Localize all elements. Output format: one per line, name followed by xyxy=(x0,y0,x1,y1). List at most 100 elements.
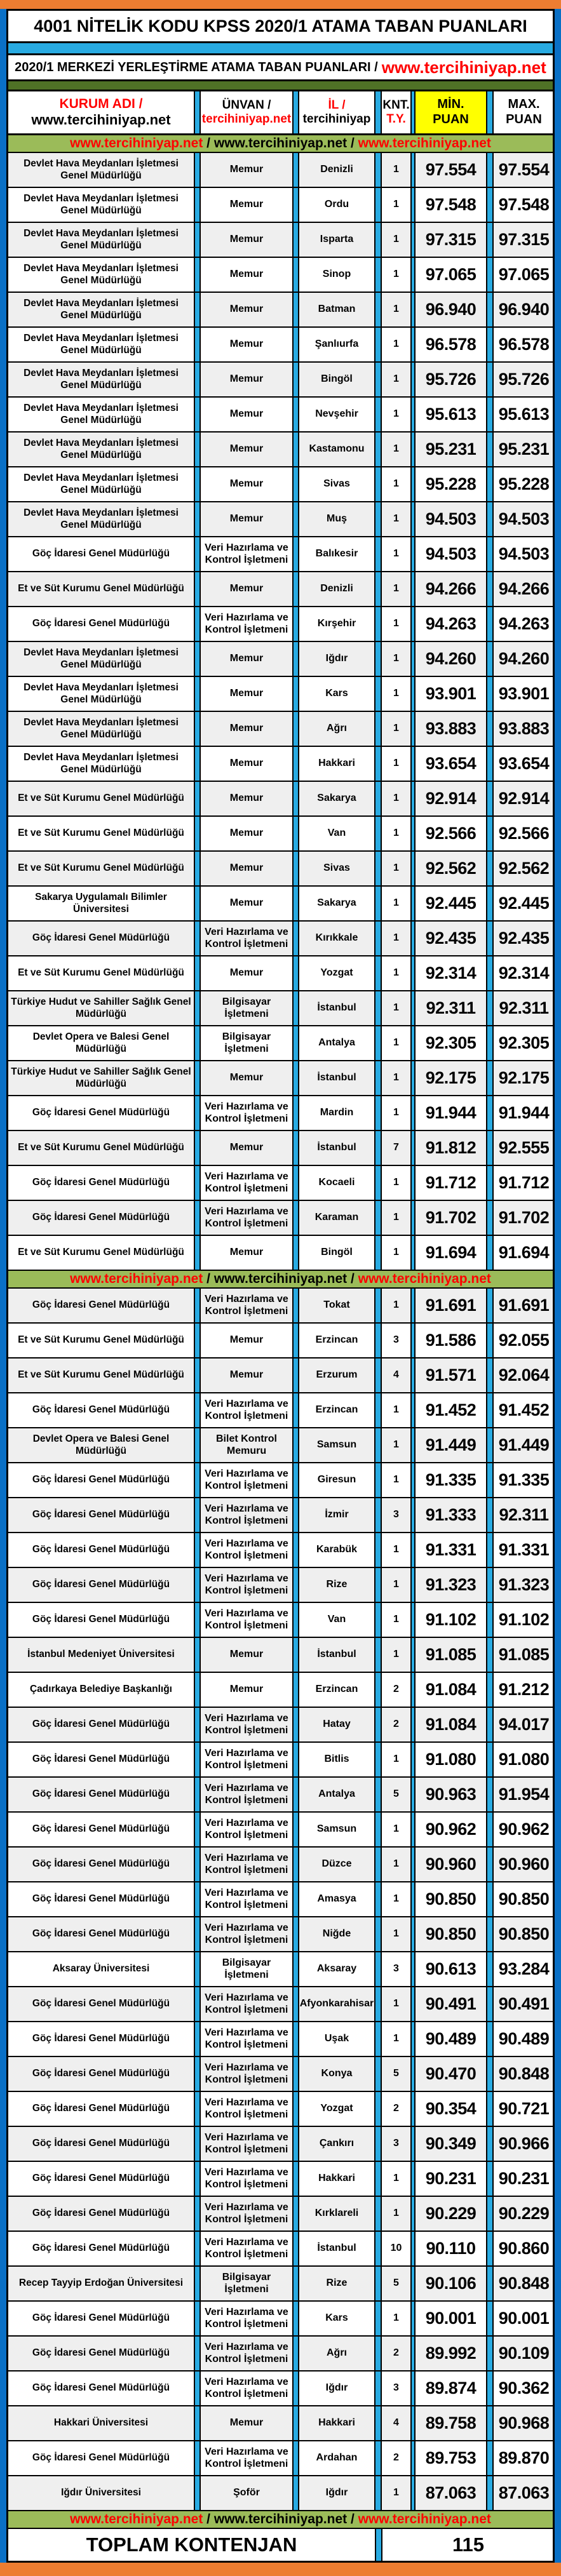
cell-min-puan: 90.349 xyxy=(425,2133,477,2153)
cell-knt: 1 xyxy=(393,932,399,944)
cell-max-puan: 94.503 xyxy=(498,509,550,528)
column-separator xyxy=(486,188,494,222)
cell-il: Afyonkarahisar xyxy=(299,1998,374,2009)
column-separator xyxy=(194,677,201,711)
cell-knt: 1 xyxy=(393,828,399,839)
column-separator xyxy=(410,607,416,641)
watermark-band: www.tercihiniyap.net / www.tercihiniyap.… xyxy=(8,1271,553,1289)
column-separator xyxy=(486,1987,494,2021)
cell-kurum: Göç İdaresi Genel Müdürlüğü xyxy=(32,2173,170,2184)
cell-kurum: Türkiye Hudut ve Sahiller Sağlık Genel M… xyxy=(11,996,191,1019)
cell-kurum: Devlet Hava Meydanları İşletmesi Genel M… xyxy=(24,438,179,460)
column-separator xyxy=(374,1603,382,1637)
cell-max-puan: 96.940 xyxy=(498,299,550,319)
cell-min-puan: 92.314 xyxy=(425,963,477,983)
watermark-band: www.tercihiniyap.net / www.tercihiniyap.… xyxy=(8,2511,553,2529)
column-separator xyxy=(194,991,201,1025)
column-separator xyxy=(194,1987,201,2021)
column-separator xyxy=(410,1743,416,1776)
cell-knt: 1 xyxy=(393,1614,399,1625)
column-separator xyxy=(194,328,201,361)
cell-knt: 1 xyxy=(393,723,399,734)
cell-kurum: Et ve Süt Kurumu Genel Müdürlüğü xyxy=(18,583,184,594)
column-separator xyxy=(292,398,299,431)
column-separator xyxy=(374,293,382,326)
column-separator xyxy=(292,2057,299,2091)
table-row: Göç İdaresi Genel Müdürlüğü Veri Hazırlam… xyxy=(8,2371,553,2406)
cell-knt: 1 xyxy=(393,269,399,280)
column-separator xyxy=(374,607,382,641)
total-quota-value: 115 xyxy=(452,2533,484,2556)
cell-il: Ağrı xyxy=(327,723,347,734)
cell-kurum: Göç İdaresi Genel Müdürlüğü xyxy=(32,1544,170,1555)
column-separator xyxy=(374,2406,382,2440)
cell-knt: 1 xyxy=(393,1893,399,1905)
column-separator xyxy=(194,1498,201,1532)
column-separator xyxy=(292,2022,299,2056)
cell-unvan: Veri Hazırlama ve Kontrol İşletmeni xyxy=(205,2166,288,2190)
cell-unvan: Memur xyxy=(229,373,264,385)
cell-il: Erzurum xyxy=(316,1369,358,1381)
table-row: Göç İdaresi Genel Müdürlüğü Veri Hazırlam… xyxy=(8,1708,553,1743)
cell-unvan: Memur xyxy=(229,758,264,769)
cell-il: Batman xyxy=(318,304,356,315)
table-row: Göç İdaresi Genel Müdürlüğü Veri Hazırlam… xyxy=(8,607,553,642)
cell-kurum: Devlet Hava Meydanları İşletmesi Genel M… xyxy=(24,298,179,321)
column-separator xyxy=(374,572,382,606)
cell-max-puan: 92.055 xyxy=(498,1330,550,1350)
cell-unvan: Memur xyxy=(229,793,264,804)
cell-il: Amasya xyxy=(317,1893,356,1905)
cell-min-puan: 91.586 xyxy=(425,1330,477,1350)
cell-min-puan: 90.229 xyxy=(425,2203,477,2223)
column-separator xyxy=(292,1096,299,1130)
cell-il: Sakarya xyxy=(317,793,356,804)
column-separator xyxy=(486,537,494,571)
table-row: Devlet Hava Meydanları İşletmesi Genel M… xyxy=(8,677,553,712)
table-row: Göç İdaresi Genel Müdürlüğü Veri Hazırlam… xyxy=(8,2337,553,2371)
cell-knt: 2 xyxy=(393,2452,399,2464)
cell-min-puan: 90.850 xyxy=(425,1889,477,1909)
cell-knt: 1 xyxy=(393,164,399,175)
column-separator xyxy=(486,1498,494,1532)
table-row: Göç İdaresi Genel Müdürlüğü Veri Hazırlam… xyxy=(8,2197,553,2232)
column-separator xyxy=(486,747,494,781)
cell-min-puan: 90.491 xyxy=(425,1994,477,2013)
column-separator xyxy=(486,1778,494,1811)
column-separator xyxy=(374,1533,382,1567)
cell-unvan: Bilgisayar İşletmeni xyxy=(222,996,271,1019)
column-separator xyxy=(292,1166,299,1200)
column-separator xyxy=(410,572,416,606)
column-separator xyxy=(486,2127,494,2161)
column-separator xyxy=(486,922,494,955)
cell-max-puan: 97.065 xyxy=(498,264,550,284)
subtitle-website-link[interactable]: www.tercihiniyap.net xyxy=(381,57,546,77)
cell-max-puan: 90.850 xyxy=(498,1924,550,1943)
column-separator xyxy=(292,2092,299,2126)
column-separator xyxy=(374,2092,382,2126)
table-row: Devlet Hava Meydanları İşletmesi Genel M… xyxy=(8,467,553,502)
column-separator xyxy=(410,1708,416,1741)
column-separator xyxy=(374,223,382,257)
cell-min-puan: 90.489 xyxy=(425,2029,477,2048)
cell-kurum: Göç İdaresi Genel Müdürlüğü xyxy=(32,1614,170,1625)
cell-unvan: Memur xyxy=(229,1684,264,1695)
table-row: Et ve Süt Kurumu Genel Müdürlüğü Memur Bin… xyxy=(8,1236,553,1271)
column-separator xyxy=(292,677,299,711)
column-separator xyxy=(410,467,416,501)
cell-knt: 1 xyxy=(393,1247,399,1258)
cell-kurum: Göç İdaresi Genel Müdürlüğü xyxy=(32,2243,170,2254)
column-separator xyxy=(374,2302,382,2335)
column-separator xyxy=(374,1324,382,1357)
cell-knt: 1 xyxy=(393,478,399,490)
column-separator xyxy=(410,1603,416,1637)
watermark-text: www.tercihiniyap.net xyxy=(358,2512,491,2526)
column-separator xyxy=(194,747,201,781)
column-separator xyxy=(292,1463,299,1497)
watermark-text: www.tercihiniyap.net xyxy=(213,2512,348,2526)
cell-knt: 1 xyxy=(393,443,399,455)
cell-unvan: Veri Hazırlama ve Kontrol İşletmeni xyxy=(205,1468,288,1491)
cyan-divider-bar xyxy=(8,43,553,55)
column-separator xyxy=(410,2197,416,2231)
column-separator xyxy=(486,1673,494,1707)
column-separator xyxy=(410,502,416,536)
